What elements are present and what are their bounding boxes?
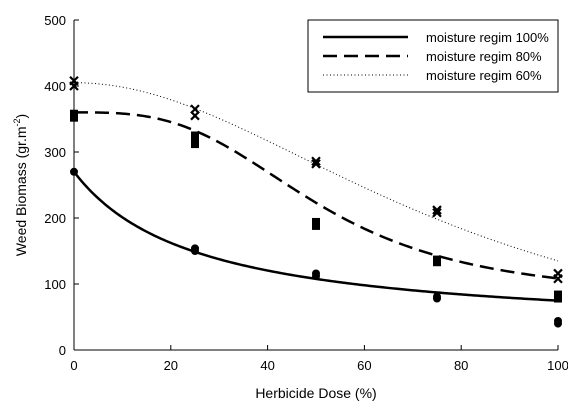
y-axis-label-close: ) <box>13 114 29 119</box>
data-points <box>69 75 563 328</box>
y-tick-label: 300 <box>44 145 66 160</box>
x-axis-label: Herbicide Dose (%) <box>255 385 376 401</box>
point-series-2 <box>432 205 442 215</box>
y-tick-label: 0 <box>59 343 66 358</box>
y-tick-label: 200 <box>44 211 66 226</box>
point-series-2 <box>432 207 442 218</box>
point-series-2 <box>553 268 563 279</box>
point-series-0 <box>312 269 320 278</box>
axes <box>73 20 558 351</box>
point-series-2 <box>190 104 200 114</box>
curve-series-2 <box>73 82 559 262</box>
point-series-1 <box>554 290 562 299</box>
curve-series-0 <box>73 171 559 302</box>
y-tick-label: 400 <box>44 79 66 94</box>
point-series-0 <box>433 292 441 301</box>
x-tick-label: 100 <box>547 358 568 373</box>
ticks: 0 100 200 300 400 500 0 20 40 60 80 100 <box>44 13 568 373</box>
legend-label-80: moisture regim 80% <box>426 49 542 64</box>
y-axis-label-superscript: -2 <box>12 118 22 126</box>
y-tick-label: 500 <box>44 13 66 28</box>
x-tick-label: 60 <box>357 358 371 373</box>
curve-series-1 <box>74 111 559 280</box>
x-tick-label: 20 <box>164 358 178 373</box>
x-tick-label: 80 <box>454 358 468 373</box>
x-tick-label: 40 <box>260 358 274 373</box>
point-series-0 <box>191 244 199 253</box>
fitted-curves <box>73 82 559 302</box>
point-series-2 <box>311 159 321 169</box>
point-series-1 <box>191 140 199 149</box>
point-series-1 <box>191 131 199 140</box>
x-tick-label: 0 <box>70 358 77 373</box>
y-axis-label: Weed Biomass (gr.m-2) <box>12 114 29 256</box>
legend-label-60: moisture regim 60% <box>426 68 542 83</box>
legend: moisture regim 100% moisture regim 80% m… <box>307 19 559 93</box>
y-tick-label: 100 <box>44 277 66 292</box>
point-series-0 <box>554 316 562 325</box>
point-series-1 <box>312 217 320 226</box>
point-series-2 <box>311 156 321 167</box>
point-series-1 <box>433 255 441 264</box>
y-axis-label-main: Weed Biomass (gr.m <box>13 127 29 257</box>
legend-label-100: moisture regim 100% <box>426 30 549 45</box>
